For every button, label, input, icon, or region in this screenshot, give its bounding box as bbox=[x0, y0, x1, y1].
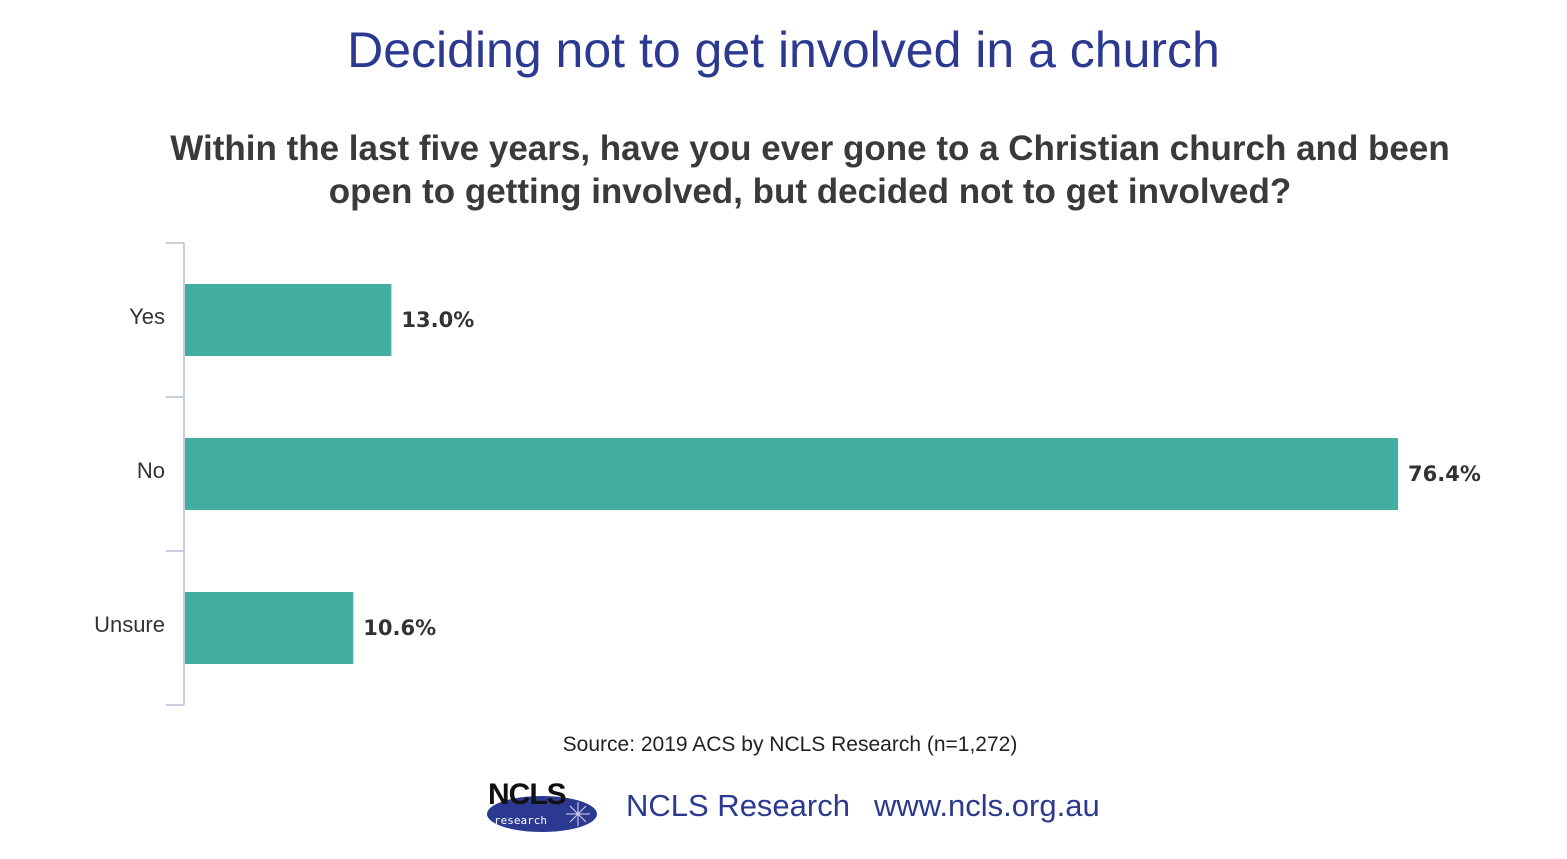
logo-ellipse-icon bbox=[487, 796, 597, 832]
ncls-logo: NCLS research bbox=[486, 778, 598, 834]
category-label: Unsure bbox=[94, 612, 165, 637]
source-note: Source: 2019 ACS by NCLS Research (n=1,2… bbox=[562, 733, 1018, 756]
bar-chart: Yes 13.0% No 76.4% Unsure 10.6% bbox=[94, 242, 1481, 706]
bar-unsure bbox=[185, 592, 354, 664]
category-label: Yes bbox=[129, 304, 165, 329]
category-label: No bbox=[137, 458, 165, 483]
bar-no bbox=[185, 438, 1398, 510]
bar-yes bbox=[185, 284, 392, 356]
value-label: 13.0% bbox=[401, 308, 474, 332]
footer-url[interactable]: www.ncls.org.au bbox=[873, 788, 1100, 823]
footer: NCLS research NCLS Research www.ncls.org… bbox=[486, 776, 1100, 836]
chart-title: Deciding not to get involved in a church bbox=[347, 22, 1220, 78]
value-label: 76.4% bbox=[1408, 462, 1481, 486]
value-label: 10.6% bbox=[363, 616, 436, 640]
logo-subtext: research bbox=[494, 814, 547, 827]
logo-text: NCLS bbox=[488, 778, 567, 811]
chart-subtitle: Within the last five years, have you eve… bbox=[170, 129, 1450, 211]
footer-org-name: NCLS Research bbox=[626, 788, 850, 823]
